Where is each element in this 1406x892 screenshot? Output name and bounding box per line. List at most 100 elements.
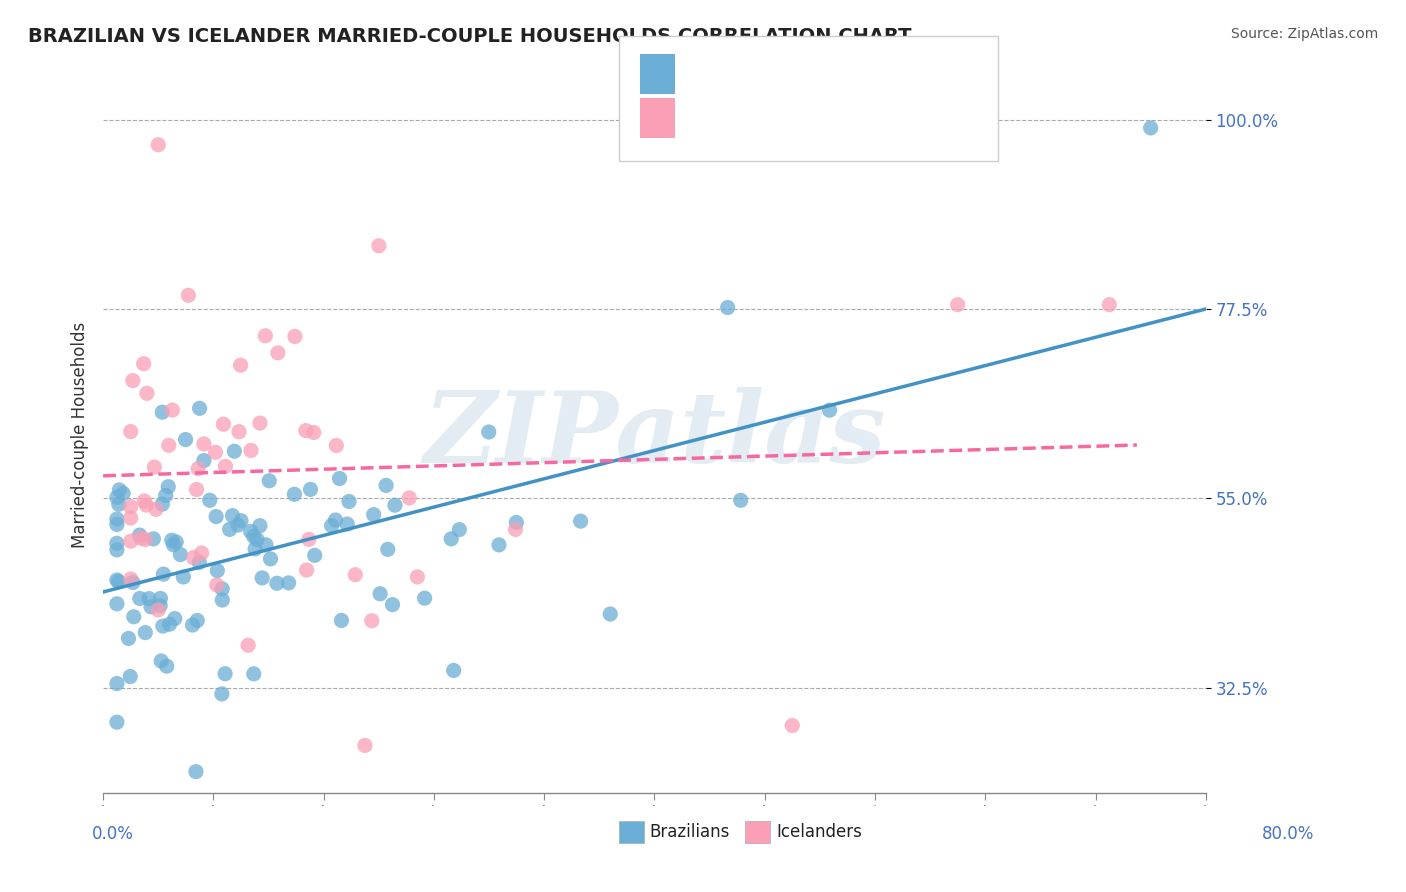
- Point: [135, 498, 157, 512]
- Point: [377, 542, 399, 557]
- Point: [398, 491, 420, 505]
- Point: [214, 459, 236, 474]
- Y-axis label: Married-couple Households: Married-couple Households: [72, 322, 89, 549]
- Point: [277, 575, 299, 590]
- Point: [302, 425, 325, 440]
- Point: [254, 538, 277, 552]
- Point: [105, 542, 128, 557]
- Point: [228, 425, 250, 439]
- Point: [449, 523, 471, 537]
- Point: [156, 659, 179, 673]
- Point: [120, 534, 142, 549]
- Point: [107, 574, 129, 589]
- Point: [157, 480, 180, 494]
- Text: 80.0%: 80.0%: [1263, 825, 1315, 843]
- Point: [146, 603, 169, 617]
- Point: [1098, 298, 1121, 312]
- Point: [205, 509, 228, 524]
- Point: [299, 483, 322, 497]
- Text: Icelanders: Icelanders: [776, 823, 862, 841]
- Point: [211, 687, 233, 701]
- Point: [204, 445, 226, 459]
- Point: [336, 517, 359, 532]
- Point: [207, 564, 229, 578]
- Point: [149, 599, 172, 613]
- Point: [150, 654, 173, 668]
- Point: [250, 571, 273, 585]
- Text: ZIPatlas: ZIPatlas: [423, 387, 886, 483]
- Point: [236, 638, 259, 652]
- Point: [214, 666, 236, 681]
- Point: [946, 298, 969, 312]
- Point: [145, 502, 167, 516]
- Point: [105, 491, 128, 505]
- Point: [443, 664, 465, 678]
- Point: [211, 593, 233, 607]
- Point: [259, 552, 281, 566]
- Point: [105, 517, 128, 532]
- Point: [105, 512, 128, 526]
- Point: [254, 328, 277, 343]
- Point: [142, 532, 165, 546]
- Point: [108, 497, 131, 511]
- Point: [120, 669, 142, 683]
- Text: 0.238: 0.238: [730, 106, 792, 126]
- Text: R =: R =: [692, 106, 734, 126]
- Point: [298, 533, 321, 547]
- Point: [132, 357, 155, 371]
- Point: [730, 493, 752, 508]
- Point: [240, 443, 263, 458]
- Point: [128, 528, 150, 542]
- Point: [304, 549, 326, 563]
- Point: [229, 358, 252, 372]
- Point: [295, 424, 318, 438]
- Point: [177, 288, 200, 302]
- Point: [368, 587, 391, 601]
- Point: [818, 403, 841, 417]
- Text: R =: R =: [692, 62, 734, 81]
- Point: [155, 488, 177, 502]
- Text: N =: N =: [783, 106, 839, 126]
- Point: [120, 511, 142, 525]
- Text: 46: 46: [828, 106, 855, 126]
- Point: [224, 444, 246, 458]
- Point: [139, 599, 162, 614]
- Point: [226, 518, 249, 533]
- Point: [150, 497, 173, 511]
- Point: [198, 493, 221, 508]
- Point: [152, 619, 174, 633]
- Point: [105, 573, 128, 587]
- Point: [193, 453, 215, 467]
- Point: [246, 533, 269, 547]
- Point: [505, 516, 527, 530]
- Point: [162, 403, 184, 417]
- Point: [413, 591, 436, 606]
- Point: [406, 570, 429, 584]
- Point: [243, 666, 266, 681]
- Point: [440, 532, 463, 546]
- Point: [128, 591, 150, 606]
- Point: [148, 137, 170, 152]
- Point: [337, 494, 360, 508]
- Point: [152, 567, 174, 582]
- Text: Source: ZipAtlas.com: Source: ZipAtlas.com: [1230, 27, 1378, 41]
- Text: Brazilians: Brazilians: [650, 823, 730, 841]
- Point: [249, 518, 271, 533]
- Point: [360, 614, 382, 628]
- Point: [375, 478, 398, 492]
- Point: [169, 548, 191, 562]
- Point: [267, 346, 290, 360]
- Point: [384, 498, 406, 512]
- Point: [184, 764, 207, 779]
- Point: [328, 471, 350, 485]
- Point: [134, 625, 156, 640]
- Point: [211, 582, 233, 596]
- Point: [143, 460, 166, 475]
- Point: [134, 494, 156, 508]
- Point: [782, 718, 804, 732]
- Point: [122, 609, 145, 624]
- Point: [1139, 120, 1161, 135]
- Point: [117, 632, 139, 646]
- Point: [129, 532, 152, 546]
- Point: [187, 461, 209, 475]
